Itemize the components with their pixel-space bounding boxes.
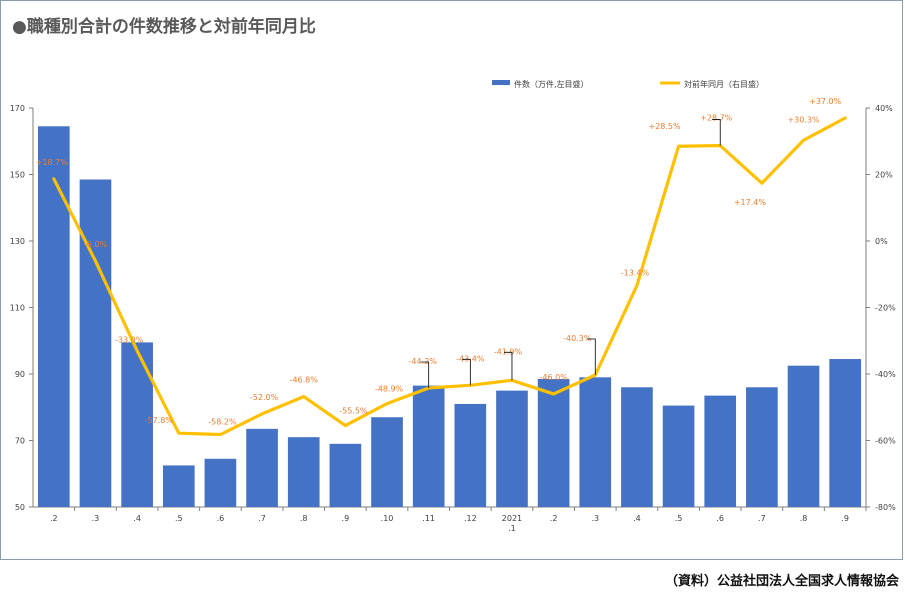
y-left-tick-label: 70	[15, 437, 25, 446]
data-label: +17.4%	[734, 198, 767, 207]
bar	[287, 437, 320, 507]
leader-line	[503, 351, 513, 381]
bar	[579, 377, 612, 507]
leader-line	[420, 361, 430, 388]
x-tick-label: .5	[175, 514, 183, 523]
x-tick-label: .9	[841, 514, 849, 523]
data-label: +28.5%	[649, 122, 682, 131]
x-tick-label: .9	[342, 514, 350, 523]
x-tick-label: .4	[133, 514, 141, 523]
chart-title: ●職種別合計の件数推移と対前年同月比	[12, 17, 316, 37]
data-label: -55.5%	[339, 407, 368, 416]
data-label: -41.9%	[494, 347, 523, 356]
x-tick-label: .8	[800, 514, 808, 523]
bar	[829, 359, 862, 507]
y-left-tick-label: 130	[10, 237, 25, 246]
data-label: -57.8%	[145, 416, 174, 425]
legend-line-label: 対前年同月（右目盛）	[684, 79, 764, 89]
bar	[37, 126, 70, 507]
data-label: -40.3%	[563, 334, 592, 343]
data-label: +28.7%	[700, 114, 733, 123]
data-label: +37.0%	[809, 97, 842, 106]
data-label: -33.0%	[115, 336, 144, 345]
combo-chart: 50 70 90 110 130 150 170 -80% -60% -40% -20% 0% 20% 4…	[10, 79, 896, 533]
bar	[496, 390, 528, 507]
y-right-tick-label: -40%	[875, 370, 896, 379]
bar	[454, 403, 487, 507]
data-label: -44.2%	[409, 357, 438, 366]
x-tick-label: .6	[716, 514, 724, 523]
x-tick-label: .5	[675, 514, 683, 523]
y-right-tick-label: 0%	[875, 237, 888, 246]
y-right-tick-label: -80%	[875, 503, 896, 512]
bar	[746, 387, 778, 507]
x-tick-label: .12	[464, 514, 477, 523]
x-tick-label: .4	[633, 514, 641, 523]
data-label: +30.3%	[787, 115, 820, 124]
data-label: -52.0%	[250, 393, 279, 402]
leader-line	[462, 358, 471, 386]
bar	[162, 465, 195, 507]
data-label: -6.0%	[84, 240, 108, 249]
leader-line	[587, 338, 596, 375]
data-label: -46.0%	[539, 373, 568, 382]
source-note: （資料）公益社団法人全国求人情報協会	[664, 574, 899, 589]
x-tick-label: .1	[508, 524, 516, 533]
data-label: -58.2%	[208, 418, 237, 427]
x-tick-label: .10	[381, 514, 394, 523]
y-left-tick-label: 170	[10, 104, 25, 113]
bar	[787, 365, 820, 507]
data-label: -13.4%	[621, 269, 650, 278]
x-tick-label: .11	[422, 514, 435, 523]
y-left-tick-label: 150	[10, 171, 25, 180]
bar	[329, 443, 362, 507]
leader-line	[712, 119, 721, 146]
y-right-tick-label: 40%	[875, 104, 893, 113]
x-tick-label: 2021	[502, 514, 522, 523]
bar	[662, 405, 695, 507]
y-right-tick-label: -20%	[875, 304, 896, 313]
bar	[371, 417, 403, 507]
data-label: -46.8%	[290, 376, 319, 385]
y-left-tick-label: 50	[15, 503, 25, 512]
series-line	[52, 116, 847, 437]
legend-bar-label: 件数（万件,左目盛）	[514, 79, 589, 89]
y-right-tick-label: 20%	[875, 171, 893, 180]
x-tick-label: .6	[217, 514, 225, 523]
bar	[621, 387, 653, 507]
bar	[412, 385, 445, 507]
bar	[704, 395, 737, 507]
bar	[79, 179, 112, 508]
x-tick-label: .8	[300, 514, 308, 523]
x-tick-label: .3	[92, 514, 100, 523]
x-tick-label: .2	[550, 514, 558, 523]
bar	[204, 458, 237, 507]
bar	[537, 378, 570, 507]
y-left-tick-label: 110	[10, 304, 25, 313]
legend-bar-swatch	[492, 80, 510, 85]
x-tick-label: .2	[50, 514, 58, 523]
x-tick-label: .7	[258, 514, 266, 523]
y-left-tick-label: 90	[15, 370, 25, 379]
data-label: -43.4%	[456, 354, 485, 363]
bar	[246, 428, 278, 507]
x-tick-label: .3	[591, 514, 599, 523]
x-tick-label: .7	[758, 514, 766, 523]
y-right-tick-label: -60%	[875, 437, 896, 446]
data-label: -48.9%	[375, 385, 404, 394]
data-label: +18.7%	[36, 158, 69, 167]
